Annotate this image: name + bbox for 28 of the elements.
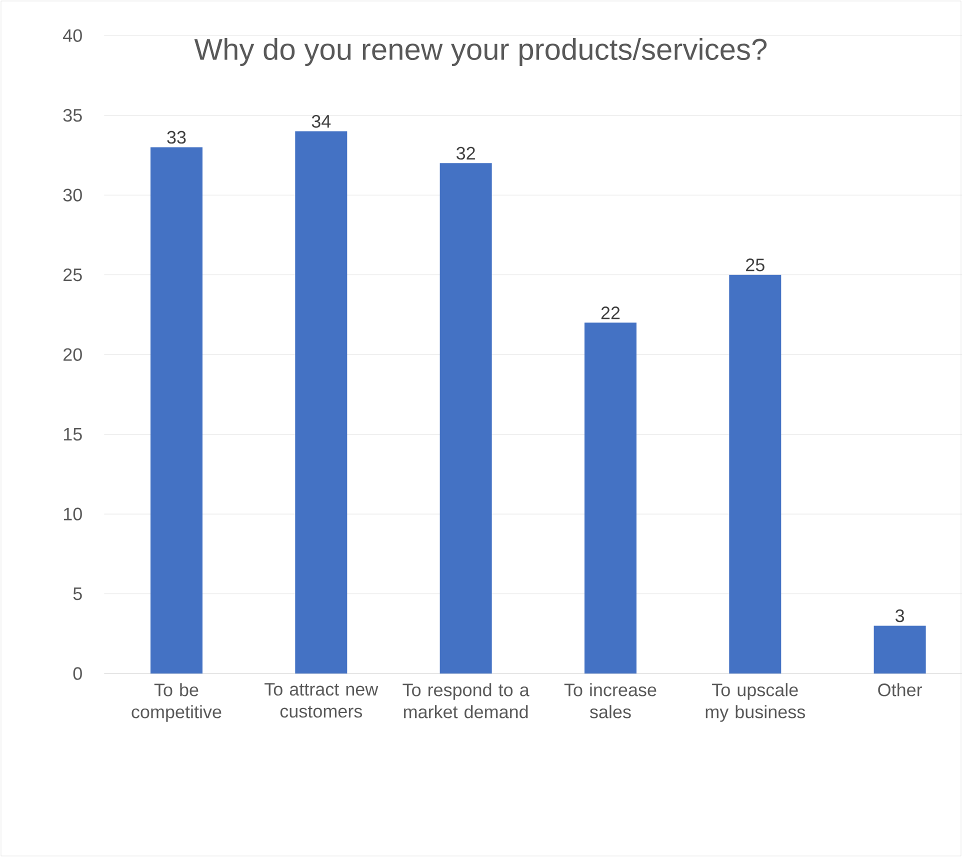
x-tick-label: To be competitive [132,683,222,722]
y-tick-label: 20 [64,348,82,361]
x-tick-label: To respond to a market demand [402,683,530,718]
x-tick-label: To upscale my business [706,683,806,722]
bar [584,322,636,674]
data-label: 32 [456,146,475,160]
x-tick-label: To increase sales [564,683,656,718]
x-tick-label: Other [878,683,922,696]
data-label: 3 [896,609,904,622]
bar [295,131,348,674]
y-tick-label: 30 [63,188,82,202]
y-tick-label: 15 [64,428,82,441]
y-tick-label: 35 [63,108,82,122]
bar [729,274,782,674]
bar [874,626,926,674]
data-label: 25 [746,258,764,272]
y-tick-label: 5 [73,588,82,600]
data-label: 33 [167,130,186,144]
bar [150,147,202,674]
y-tick-label: 25 [64,268,82,282]
x-tick-label: To attract new customers [264,683,378,718]
y-tick-label: 10 [64,508,82,520]
bar [440,163,492,674]
data-label: 22 [601,306,620,320]
chart-title: Why do you renew your products/services? [194,38,767,66]
y-tick-label: 40 [63,29,82,42]
data-label: 34 [312,114,331,128]
y-tick-label: 0 [73,667,82,680]
